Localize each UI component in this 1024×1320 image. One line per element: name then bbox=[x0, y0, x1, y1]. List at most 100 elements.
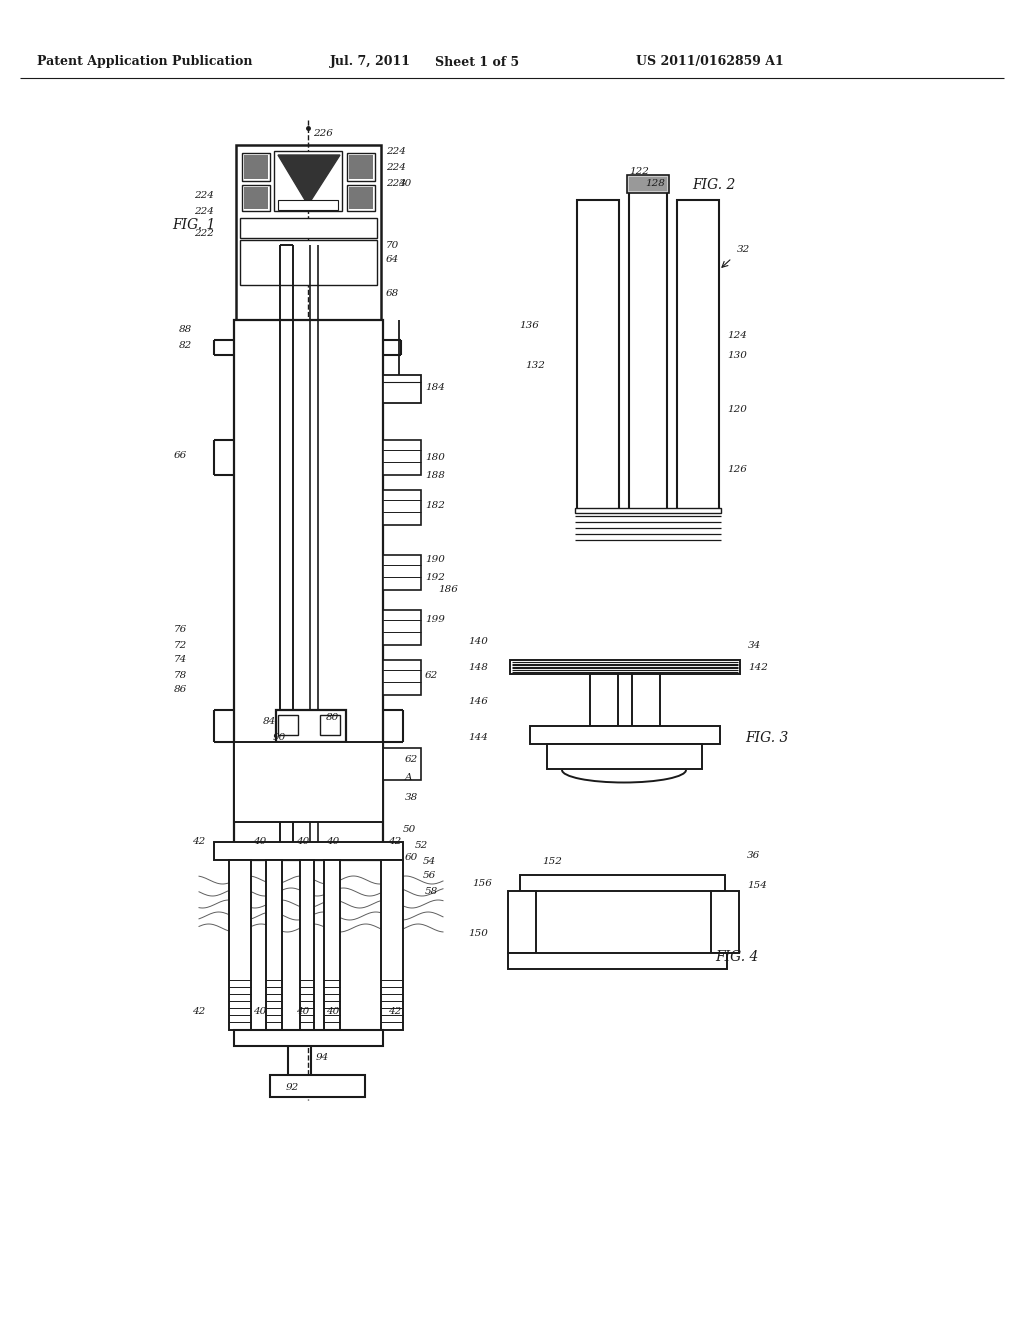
Text: 62: 62 bbox=[425, 671, 438, 680]
Text: A: A bbox=[406, 774, 413, 783]
Text: 40: 40 bbox=[296, 1007, 309, 1016]
Text: 38: 38 bbox=[406, 793, 418, 803]
Text: FIG. 4: FIG. 4 bbox=[715, 950, 759, 964]
Text: 72: 72 bbox=[174, 640, 187, 649]
Text: 40: 40 bbox=[253, 1007, 266, 1016]
Text: 188: 188 bbox=[425, 470, 444, 479]
Text: 30: 30 bbox=[399, 178, 413, 187]
Text: 128: 128 bbox=[645, 180, 665, 189]
Text: 66: 66 bbox=[174, 450, 187, 459]
Bar bbox=[349, 154, 373, 180]
Text: 224: 224 bbox=[194, 206, 214, 215]
Bar bbox=[530, 726, 720, 744]
Text: 224: 224 bbox=[386, 162, 406, 172]
Text: 224: 224 bbox=[386, 178, 406, 187]
Text: 54: 54 bbox=[423, 858, 436, 866]
Text: 146: 146 bbox=[468, 697, 487, 706]
Bar bbox=[383, 554, 421, 590]
Text: 40: 40 bbox=[326, 1007, 339, 1016]
Text: 42: 42 bbox=[193, 1007, 205, 1016]
Text: 62: 62 bbox=[406, 755, 418, 764]
Text: 36: 36 bbox=[746, 850, 760, 859]
Text: 156: 156 bbox=[472, 879, 492, 887]
Text: 40: 40 bbox=[296, 837, 309, 846]
Text: 130: 130 bbox=[727, 351, 746, 359]
Bar bbox=[300, 861, 314, 1030]
Bar bbox=[214, 842, 403, 861]
Bar bbox=[244, 154, 268, 180]
Text: 68: 68 bbox=[386, 289, 399, 297]
Bar bbox=[383, 440, 421, 475]
Bar bbox=[278, 201, 338, 210]
Text: 122: 122 bbox=[629, 168, 649, 177]
Text: 222: 222 bbox=[194, 228, 214, 238]
Bar bbox=[349, 187, 373, 209]
Bar bbox=[632, 675, 660, 726]
Text: Sheet 1 of 5: Sheet 1 of 5 bbox=[435, 55, 519, 69]
Text: Jul. 7, 2011: Jul. 7, 2011 bbox=[330, 55, 411, 69]
Text: 186: 186 bbox=[438, 586, 458, 594]
Text: 124: 124 bbox=[727, 330, 746, 339]
Bar bbox=[547, 744, 702, 770]
Bar bbox=[236, 145, 381, 319]
Text: 199: 199 bbox=[425, 615, 444, 624]
Bar bbox=[324, 861, 340, 1030]
Bar bbox=[234, 742, 383, 822]
Bar bbox=[510, 660, 740, 675]
Bar bbox=[508, 891, 536, 953]
Text: 34: 34 bbox=[748, 642, 761, 651]
Text: 80: 80 bbox=[326, 714, 339, 722]
Text: 40: 40 bbox=[253, 837, 266, 846]
Bar bbox=[276, 710, 346, 742]
Text: US 2011/0162859 A1: US 2011/0162859 A1 bbox=[636, 55, 784, 69]
Text: 76: 76 bbox=[174, 626, 187, 635]
Bar bbox=[319, 715, 340, 735]
Bar bbox=[677, 201, 719, 510]
Polygon shape bbox=[278, 154, 340, 205]
Text: FIG. 1: FIG. 1 bbox=[172, 218, 215, 232]
Bar bbox=[577, 201, 618, 510]
Bar bbox=[347, 185, 375, 211]
Bar bbox=[520, 875, 725, 891]
Bar bbox=[234, 319, 383, 861]
Text: 120: 120 bbox=[727, 405, 746, 414]
Bar bbox=[383, 610, 421, 645]
Bar bbox=[575, 508, 721, 513]
Text: 126: 126 bbox=[727, 466, 746, 474]
Text: 150: 150 bbox=[468, 928, 487, 937]
Bar bbox=[274, 150, 342, 211]
Text: 64: 64 bbox=[386, 256, 399, 264]
Bar bbox=[278, 715, 298, 735]
Text: 42: 42 bbox=[193, 837, 205, 846]
Text: 74: 74 bbox=[174, 656, 187, 664]
Text: 154: 154 bbox=[746, 880, 767, 890]
Text: 180: 180 bbox=[425, 453, 444, 462]
Text: 84: 84 bbox=[263, 718, 276, 726]
Text: 60: 60 bbox=[406, 854, 418, 862]
Text: 92: 92 bbox=[286, 1084, 299, 1093]
Text: 192: 192 bbox=[425, 573, 444, 582]
Bar bbox=[240, 218, 377, 238]
Bar bbox=[629, 185, 667, 510]
Bar bbox=[278, 201, 338, 210]
Text: Patent Application Publication: Patent Application Publication bbox=[37, 55, 253, 69]
Text: 182: 182 bbox=[425, 500, 444, 510]
Text: 42: 42 bbox=[388, 837, 401, 846]
Bar bbox=[244, 187, 268, 209]
Text: 52: 52 bbox=[415, 841, 428, 850]
Text: 70: 70 bbox=[386, 240, 399, 249]
Text: 94: 94 bbox=[316, 1053, 330, 1063]
Text: 58: 58 bbox=[425, 887, 438, 896]
Bar bbox=[711, 891, 739, 953]
Text: 184: 184 bbox=[425, 384, 444, 392]
Bar bbox=[242, 185, 270, 211]
Text: 90: 90 bbox=[273, 734, 287, 742]
Text: 50: 50 bbox=[403, 825, 416, 834]
Text: 226: 226 bbox=[313, 128, 333, 137]
Text: 224: 224 bbox=[386, 147, 406, 156]
Bar bbox=[229, 861, 251, 1030]
Text: 144: 144 bbox=[468, 734, 487, 742]
Text: 32: 32 bbox=[737, 246, 751, 255]
Text: FIG. 3: FIG. 3 bbox=[745, 731, 788, 744]
Bar bbox=[629, 177, 667, 191]
